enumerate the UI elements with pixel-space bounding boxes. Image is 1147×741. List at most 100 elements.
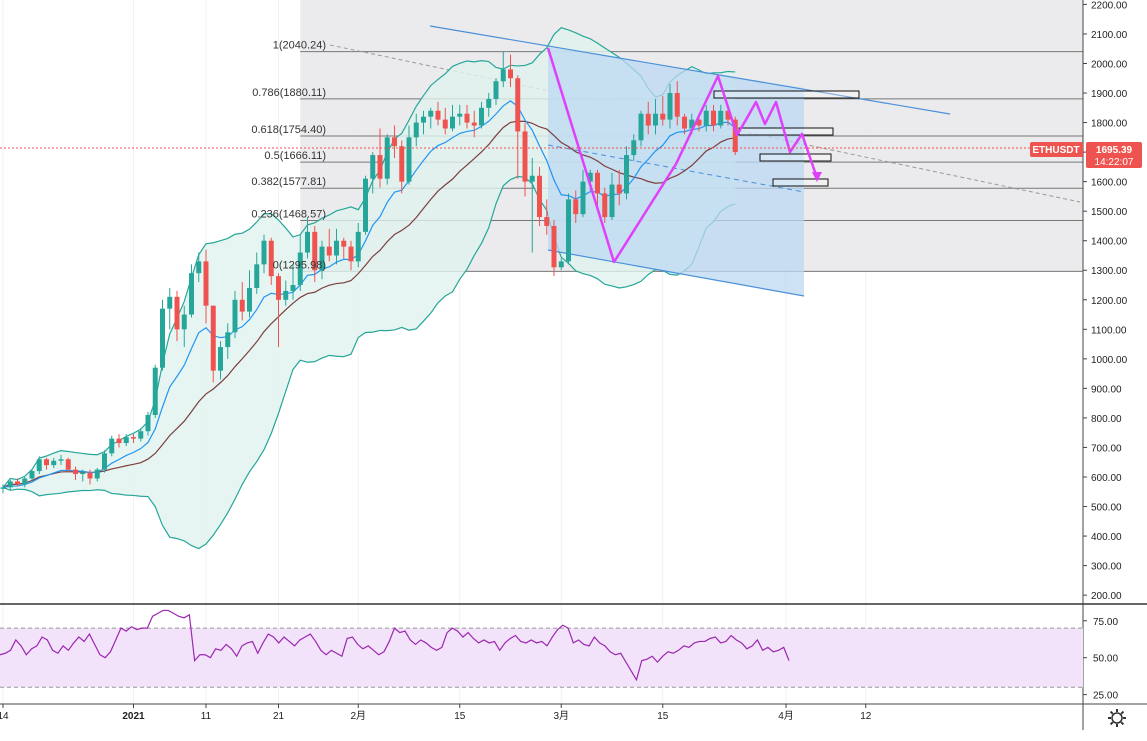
gear-icon[interactable] [1104,706,1130,730]
target-box-2 [759,153,832,162]
last-price-tag: 1695.39 14:22:07 [1086,142,1142,168]
descending-channel[interactable] [429,25,951,297]
candle-body-89 [645,113,651,126]
candle-body-82 [595,172,600,194]
fib-level-label-0: 1(2040.24) [273,40,326,52]
candlestick-series [0,51,738,494]
candle-body-57 [413,122,419,138]
price-tick-label-12: 1000.00 [1091,355,1128,366]
price-tick-label-15: 700.00 [1091,443,1122,454]
rsi-axis-ticks: 75.00 50.00 25.00 [1083,617,1118,702]
time-tick-label-3: 21 [273,711,285,722]
fib-level-label-4: 0.382(1577.81) [251,176,326,188]
channel-lower-line [547,249,805,297]
candle-body-29 [210,305,216,371]
candle-body-50 [363,178,368,232]
price-tick-label-1: 2100.00 [1091,30,1128,41]
channel-mid-line [547,144,805,193]
target-box-0 [713,90,860,99]
rsi-tick-label-0: 75.00 [1093,617,1118,628]
candle-body-2 [15,481,20,485]
candle-body-34 [247,287,252,312]
time-tick-label-8: 4月 [778,710,794,722]
channel-upper-line [429,25,951,115]
candle-body-78 [566,199,571,262]
candle-body-3 [22,478,28,485]
time-axis[interactable]: 14 2021 11 21 2月 15 3月 15 4月 12 [0,704,872,722]
price-tick-label-8: 1400.00 [1091,237,1128,248]
time-tick-label-9: 12 [860,711,872,722]
price-tick-label-14: 800.00 [1091,414,1122,425]
candle-body-60 [435,110,441,120]
candle-body-92 [667,93,673,120]
candle-body-100 [725,110,731,120]
candle-body-75 [544,217,550,226]
bb-lower [2,175,736,550]
candle-body-21 [152,367,158,415]
candle-body-42 [305,231,310,253]
price-tick-label-6: 1600.00 [1091,178,1128,189]
time-tick-label-1: 2021 [122,711,145,722]
fib-level-label-5: 0.236(1468.57) [251,208,326,220]
candle-body-41 [297,252,303,286]
candle-body-66 [479,107,484,126]
candle-body-28 [203,261,209,306]
candle-body-23 [167,296,173,309]
candle-body-93 [674,93,680,117]
price-tick-label-0: 2200.00 [1091,0,1128,11]
candle-body-36 [261,240,267,265]
fib-level-label-1: 0.786(1880.11) [252,87,326,99]
candle-body-98 [711,110,716,126]
zigzag-arrowhead [812,172,822,182]
candle-body-68 [493,81,499,99]
price-axis-ticks: 2200.002100.002000.001900.001800.001700.… [1083,0,1128,602]
candle-body-72 [522,131,528,182]
candle-body-35 [254,264,260,288]
symbol-label: ETHUSDT [1032,145,1079,156]
bar-countdown: 14:22:07 [1095,157,1134,168]
fib-level-label-6: 0(1295.98) [273,259,326,271]
time-tick-label-0: 14 [0,711,9,722]
candle-body-15 [109,438,115,454]
channel-fill [548,47,804,296]
time-tick-label-7: 15 [657,711,669,722]
price-axis[interactable] [1083,0,1147,604]
candle-body-27 [196,261,202,274]
target-boxes[interactable] [713,90,860,187]
candle-body-80 [580,181,586,215]
candle-body-9 [65,459,71,470]
candle-body-88 [638,113,644,141]
candle-body-16 [116,438,122,444]
candle-body-14 [102,453,107,470]
candle-body-69 [500,69,506,82]
candle-body-81 [587,172,593,182]
time-tick-label-5: 15 [454,711,466,722]
candle-body-90 [653,113,658,126]
price-tick-label-11: 1100.00 [1091,325,1127,336]
price-tick-label-16: 600.00 [1091,473,1122,484]
candle-body-0 [0,487,6,489]
candle-body-70 [508,69,513,79]
candle-body-67 [486,98,492,108]
candle-body-59 [428,110,434,117]
candle-body-47 [341,240,347,247]
candle-body-63 [457,113,463,117]
candle-body-95 [689,119,695,129]
time-tick-label-2: 11 [201,711,212,722]
time-tick-label-4: 2月 [350,710,366,722]
candle-body-30 [218,347,223,371]
rsi-indicator [0,609,1083,688]
price-tick-label-19: 300.00 [1091,562,1122,573]
candle-body-37 [268,240,274,277]
zigzag-forecast[interactable] [546,47,822,264]
fib-level-label-2: 0.618(1754.40) [251,124,326,136]
price-tick-label-2: 2000.00 [1091,60,1128,71]
candle-body-65 [471,122,477,126]
candle-body-19 [138,431,144,439]
candle-body-64 [464,113,470,123]
candle-body-54 [392,137,397,147]
candle-body-39 [283,290,289,300]
candle-body-22 [160,308,165,368]
